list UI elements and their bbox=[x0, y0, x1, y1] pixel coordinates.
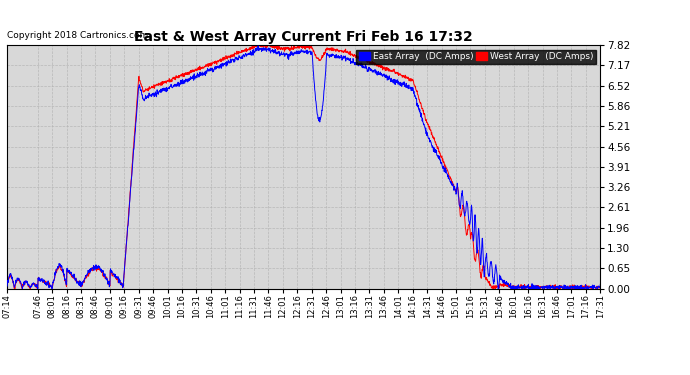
Text: Copyright 2018 Cartronics.com: Copyright 2018 Cartronics.com bbox=[7, 31, 148, 40]
Title: East & West Array Current Fri Feb 16 17:32: East & West Array Current Fri Feb 16 17:… bbox=[135, 30, 473, 44]
Legend: East Array  (DC Amps), West Array  (DC Amps): East Array (DC Amps), West Array (DC Amp… bbox=[357, 50, 595, 64]
